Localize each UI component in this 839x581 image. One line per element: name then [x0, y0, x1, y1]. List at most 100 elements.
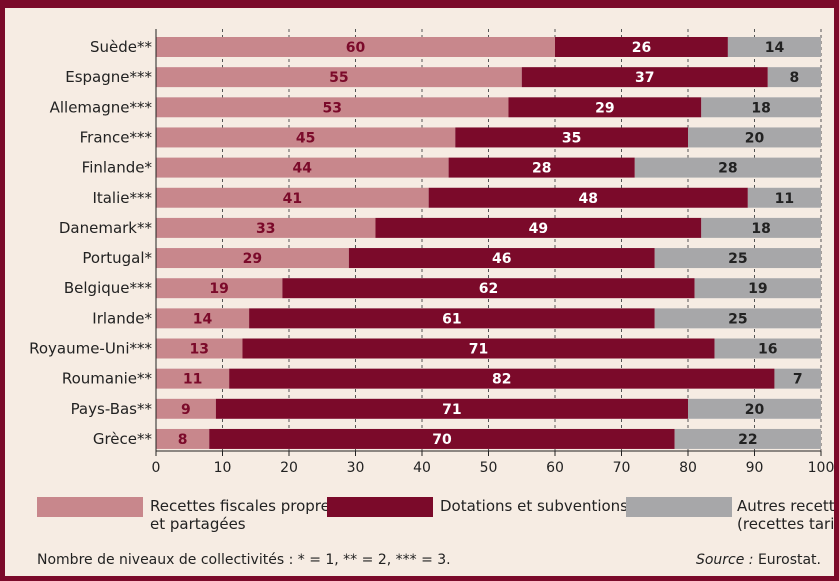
value-label-portugal-series-2: 46 — [492, 251, 511, 267]
legend-label-autres-recettes-line2: (recettes tarifaires...) — [737, 515, 834, 533]
value-label-italie-series-1: 41 — [283, 191, 302, 207]
stacked-bar-chart: Suède** Espagne*** Allemagne*** France*** Fi… — [29, 29, 839, 568]
category-label-italie: Italie*** — [92, 189, 152, 207]
legend-label-recettes-fiscales-line2: et partagées — [150, 515, 246, 533]
bar-allemagne-series-1 — [156, 97, 509, 118]
bar-portugal-series-2 — [348, 248, 655, 269]
value-label-royaume-uni-series-3: 16 — [758, 342, 777, 358]
x-tick-label-60: 60 — [546, 460, 564, 476]
legend-label-dotations: Dotations et subventions — [440, 497, 628, 515]
x-tick-label-70: 70 — [613, 460, 631, 476]
bar-danemark-series-2 — [375, 217, 702, 238]
value-label-suede-series-1: 60 — [346, 40, 366, 56]
value-label-espagne-series-2: 37 — [635, 70, 654, 86]
bar-royaume-uni-series-1 — [156, 338, 243, 359]
category-label-portugal: Portugal* — [82, 249, 152, 267]
value-label-irlande-series-1: 14 — [193, 311, 213, 327]
category-label-roumanie: Roumanie** — [62, 370, 153, 388]
footnote-source: Source : Eurostat. — [696, 552, 821, 568]
bar-belgique-series-2 — [282, 278, 695, 299]
category-label-grece: Grèce** — [93, 430, 153, 448]
footnote: Nombre de niveaux de collectivités : * =… — [37, 552, 821, 568]
legend-swatch-autres-recettes — [626, 497, 732, 517]
legend-label-autres-recettes-line1: Autres recettes — [737, 497, 834, 515]
bar-italie-series-3 — [747, 187, 821, 208]
bar-pays-bas-series-2 — [215, 398, 688, 419]
value-label-royaume-uni-series-1: 13 — [189, 342, 208, 358]
legend-swatch-recettes-fiscales — [37, 497, 143, 517]
value-label-belgique-series-2: 62 — [479, 281, 498, 297]
bar-portugal-series-1 — [156, 248, 349, 269]
bar-irlande-series-3 — [654, 308, 821, 329]
bar-grece-series-1 — [156, 428, 210, 449]
value-label-finlande-series-1: 44 — [293, 161, 313, 177]
grid-lines — [222, 29, 822, 451]
bar-espagne-series-3 — [767, 67, 821, 88]
bar-roumanie-series-2 — [229, 368, 775, 389]
bar-irlande-series-2 — [249, 308, 655, 329]
value-label-roumanie-series-2: 82 — [492, 372, 511, 388]
x-tick-label-90: 90 — [746, 460, 764, 476]
legend-swatch-dotations — [327, 497, 433, 517]
value-label-pays-bas-series-2: 71 — [442, 402, 461, 418]
bar-grece-series-3 — [674, 428, 821, 449]
value-label-france-series-2: 35 — [562, 130, 581, 146]
value-label-pays-bas-series-3: 20 — [745, 402, 765, 418]
value-label-suede-series-2: 26 — [632, 40, 651, 56]
bar-danemark-series-3 — [701, 217, 821, 238]
bars — [156, 37, 821, 449]
value-label-portugal-series-3: 25 — [728, 251, 747, 267]
value-label-danemark-series-1: 33 — [256, 221, 275, 237]
value-label-allemagne-series-1: 53 — [322, 100, 341, 116]
category-label-finlande: Finlande* — [82, 159, 153, 177]
bar-belgique-series-1 — [156, 278, 283, 299]
x-tick-label-40: 40 — [413, 460, 431, 476]
bar-suede-series-3 — [727, 37, 821, 57]
source-label: Source : — [696, 552, 754, 568]
value-label-roumanie-series-3: 7 — [793, 372, 803, 388]
category-label-allemagne: Allemagne*** — [50, 98, 153, 116]
bar-espagne-series-2 — [521, 67, 768, 88]
category-label-pays-bas: Pays-Bas** — [71, 400, 153, 418]
x-axis — [155, 29, 822, 456]
bar-roumanie-series-1 — [156, 368, 230, 389]
x-tick-label-80: 80 — [679, 460, 697, 476]
bar-pays-bas-series-3 — [688, 398, 821, 419]
x-tick-label-30: 30 — [347, 460, 365, 476]
bar-finlande-series-1 — [156, 157, 449, 178]
value-label-irlande-series-3: 25 — [728, 311, 747, 327]
bar-espagne-series-1 — [156, 67, 522, 88]
category-label-belgique: Belgique*** — [64, 279, 153, 297]
bar-irlande-series-1 — [156, 308, 250, 329]
bar-portugal-series-3 — [654, 248, 821, 269]
category-labels: Suède** Espagne*** Allemagne*** France*** Fi… — [29, 38, 152, 448]
bar-danemark-series-1 — [156, 217, 376, 238]
bar-suede-series-2 — [555, 37, 728, 57]
source-value: Eurostat. — [754, 552, 821, 568]
x-tick-label-10: 10 — [214, 460, 232, 476]
bar-allemagne-series-2 — [508, 97, 702, 118]
x-tick-label-50: 50 — [480, 460, 498, 476]
value-label-france-series-3: 20 — [745, 130, 765, 146]
value-label-espagne-series-1: 55 — [329, 70, 348, 86]
bar-finlande-series-3 — [634, 157, 821, 178]
x-tick-label-20: 20 — [280, 460, 298, 476]
bar-italie-series-1 — [156, 187, 429, 208]
category-label-royaume-uni: Royaume-Uni*** — [29, 340, 152, 358]
category-label-france: France*** — [80, 128, 153, 146]
value-label-belgique-series-1: 19 — [209, 281, 228, 297]
value-label-italie-series-2: 48 — [579, 191, 598, 207]
bar-royaume-uni-series-2 — [242, 338, 715, 359]
value-label-grece-series-3: 22 — [738, 432, 757, 448]
bar-france-series-3 — [688, 127, 821, 148]
value-label-france-series-1: 45 — [296, 130, 315, 146]
bar-royaume-uni-series-3 — [714, 338, 821, 359]
value-label-grece-series-1: 8 — [178, 432, 188, 448]
category-label-irlande: Irlande* — [92, 309, 152, 327]
bar-pays-bas-series-1 — [156, 398, 216, 419]
bar-roumanie-series-3 — [774, 368, 821, 389]
value-label-suede-series-3: 14 — [765, 40, 785, 56]
legend: Recettes fiscales propres et partagées D… — [37, 497, 839, 533]
x-tick-label-0: 0 — [152, 460, 161, 476]
category-label-espagne: Espagne*** — [65, 68, 152, 86]
